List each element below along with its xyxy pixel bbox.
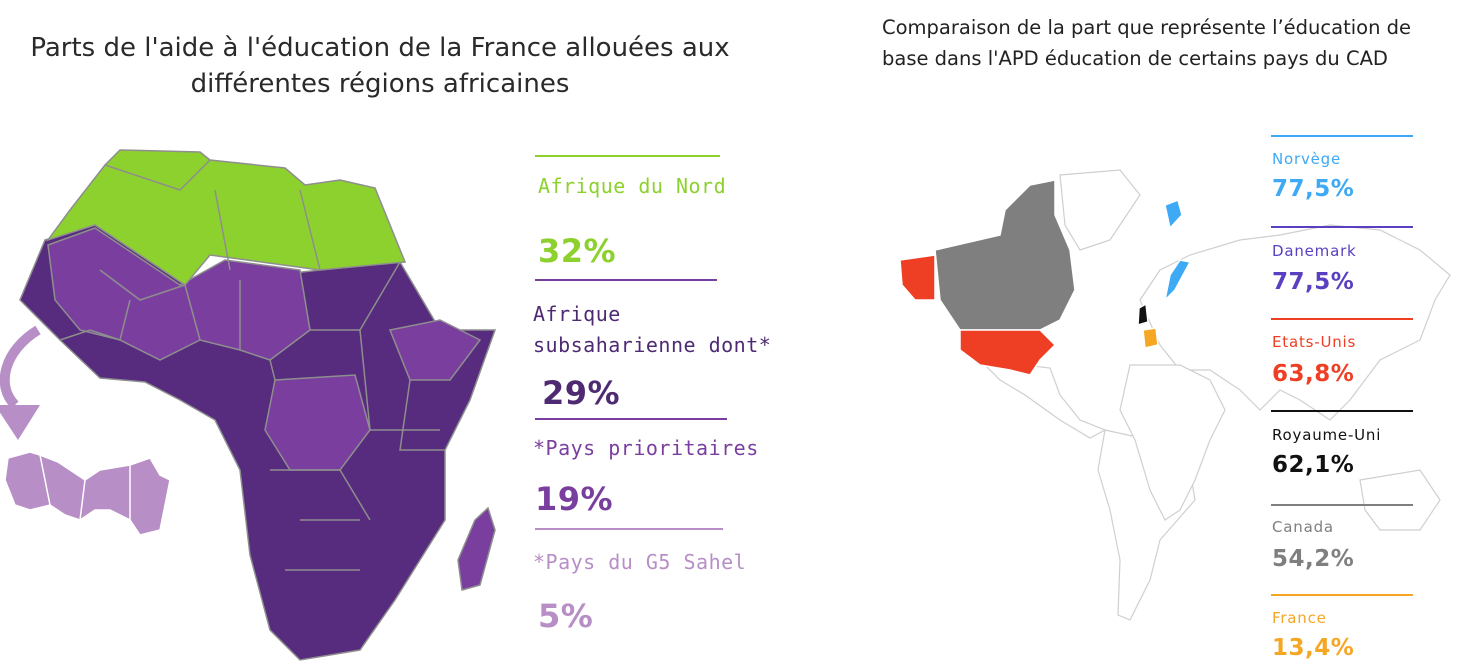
cad-title-line2: base dans l'APD éducation de certains pa… [882, 47, 1388, 70]
legend-value-priority: 19% [535, 480, 614, 518]
alaska-shape [899, 254, 936, 301]
sahel-arrow-icon [0, 325, 41, 409]
g5-sahel-inset [4, 451, 171, 536]
cad-label-france: France [1272, 609, 1327, 627]
legend-value-sahel: 5% [538, 597, 594, 635]
australia-shape [1359, 469, 1441, 531]
africa-map [0, 149, 497, 661]
legend-label-north: Afrique du Nord [538, 174, 727, 198]
world-africa-shape [1119, 364, 1226, 521]
legend-label-subsaharan-1: Afrique [533, 302, 621, 326]
g5-sahel-borders [39, 454, 131, 521]
cad-value-canada: 54,2% [1272, 546, 1355, 572]
legend-label-sahel: *Pays du G5 Sahel [533, 550, 747, 574]
cad-rule-canada [1271, 504, 1413, 506]
central-america-shape [978, 359, 1107, 439]
legend-rule-north [535, 155, 720, 157]
cad-value-norway: 77,5% [1272, 176, 1355, 202]
cad-label-norway: Norvège [1272, 150, 1342, 168]
legend-rule-priority [535, 418, 727, 420]
africa-title: Parts de l'aide à l'éducation de la Fran… [0, 30, 760, 102]
cad-title-line1: Comparaison de la part que représente l’… [882, 16, 1412, 39]
legend-value-north: 32% [538, 232, 617, 270]
legend-rule-sahel [535, 528, 723, 530]
cad-title: Comparaison de la part que représente l’… [882, 12, 1472, 74]
cad-value-denmark: 77,5% [1272, 269, 1355, 295]
africa-madagascar [457, 506, 496, 591]
cad-rule-denmark [1271, 226, 1413, 228]
world-map [899, 169, 1451, 621]
canada-shape [934, 179, 1076, 331]
cad-rule-usa [1271, 318, 1413, 320]
france-shape [1142, 327, 1159, 349]
legend-value-subsaharan: 29% [542, 374, 621, 412]
cad-label-canada: Canada [1272, 518, 1334, 536]
eurasia-shape [1139, 224, 1451, 421]
cad-rule-france [1271, 594, 1413, 596]
svalbard-shape [1164, 199, 1183, 230]
greenland-shape [1059, 169, 1141, 251]
cad-value-france: 13,4% [1272, 635, 1355, 661]
cad-rule-uk [1271, 410, 1413, 412]
africa-title-line1: Parts de l'aide à l'éducation de la Fran… [30, 33, 730, 63]
cad-panel: Comparaison de la part que représente l’… [860, 0, 1472, 670]
uk-shape [1137, 302, 1149, 327]
usa-shape [959, 329, 1057, 376]
cad-value-uk: 62,1% [1272, 452, 1355, 478]
legend-rule-subsaharan [535, 279, 717, 281]
africa-title-line2: différentes régions africaines [190, 69, 570, 99]
africa-priority-east [388, 319, 482, 381]
cad-label-uk: Royaume-Uni [1272, 426, 1382, 444]
world-land [978, 169, 1451, 621]
cad-label-usa: Etats-Unis [1272, 333, 1357, 351]
africa-borders [59, 159, 445, 571]
africa-panel: Parts de l'aide à l'éducation de la Fran… [0, 30, 772, 661]
cad-value-usa: 63,8% [1272, 361, 1355, 387]
cad-rule-norway [1271, 135, 1413, 137]
legend-label-priority: *Pays prioritaires [533, 436, 759, 460]
sahel-arrow-head-icon [0, 405, 40, 440]
cad-label-denmark: Danemark [1272, 242, 1357, 260]
norway-shape [1163, 259, 1192, 303]
legend-label-subsaharan-2: subsaharienne dont* [533, 333, 772, 357]
